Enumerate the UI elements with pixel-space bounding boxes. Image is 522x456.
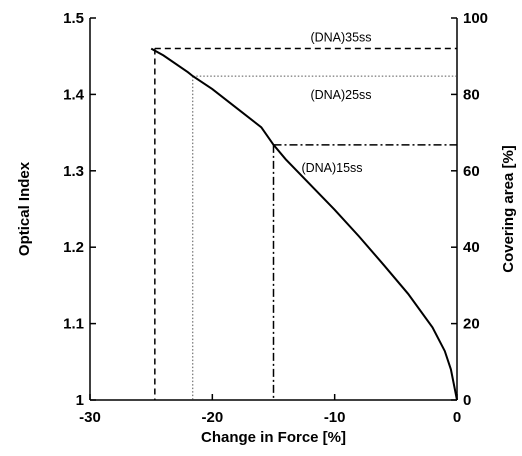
y-tick-label: 1.2 <box>63 239 84 256</box>
y-right-tick-label: 40 <box>463 239 480 256</box>
plot-frame <box>89 18 458 401</box>
y-right-tick-label: 20 <box>463 316 480 333</box>
annotation-guide-lines <box>154 47 457 400</box>
y-axis-title: Optical Index <box>16 161 33 256</box>
annotation-label: (DNA)25ss <box>310 88 371 102</box>
y-axis-ticks: 1 1.1 1.2 1.3 1.4 1.5 <box>63 10 96 409</box>
y-tick-label: 1.1 <box>63 316 84 333</box>
y-right-tick-label: 100 <box>463 10 488 27</box>
y-right-tick-label: 60 <box>463 163 480 180</box>
x-axis-ticks: -30 -20 -10 0 <box>79 394 461 426</box>
x-tick-label: -30 <box>79 409 101 426</box>
annotation-label: (DNA)15ss <box>301 161 362 175</box>
y-tick-label: 1.3 <box>63 163 84 180</box>
y-tick-label: 1.4 <box>63 86 85 103</box>
x-tick-label: -20 <box>201 409 223 426</box>
y-right-tick-label: 80 <box>463 86 480 103</box>
y-right-axis-ticks: 0 20 40 60 80 100 <box>451 10 488 409</box>
x-tick-label: 0 <box>453 409 461 426</box>
annotation-label: (DNA)35ss <box>310 31 371 45</box>
x-axis-title: Change in Force [%] <box>201 429 346 446</box>
y-right-axis-title: Covering area [%] <box>500 145 517 273</box>
series-line <box>150 47 458 401</box>
annotation-labels: (DNA)35ss (DNA)25ss (DNA)15ss <box>301 31 371 175</box>
x-tick-label: -10 <box>324 409 346 426</box>
y-tick-label: 1.5 <box>63 10 84 27</box>
y-right-tick-label: 0 <box>463 392 471 409</box>
y-tick-label: 1 <box>76 392 84 409</box>
